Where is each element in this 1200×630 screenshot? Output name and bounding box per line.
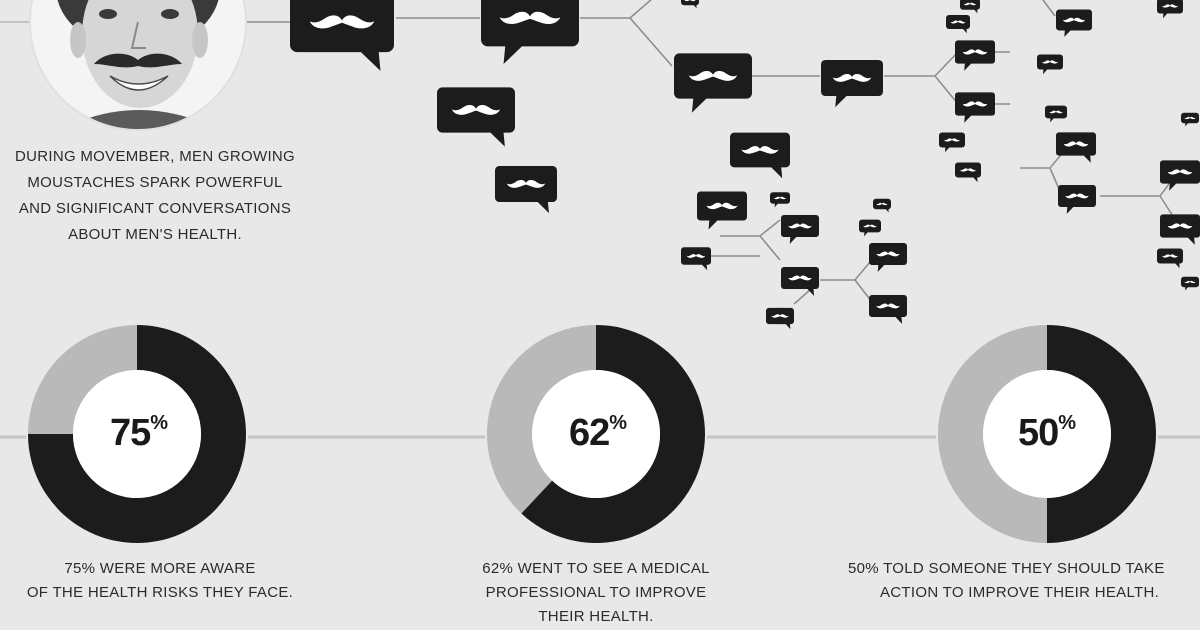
moustache-speech-bubble-icon <box>939 132 965 153</box>
moustache-speech-bubble-icon <box>869 242 907 272</box>
moustache-speech-bubble-icon <box>681 0 699 9</box>
caption-line: 50% TOLD SOMEONE THEY SHOULD TAKE <box>848 560 1165 577</box>
donut-unit: % <box>609 412 628 434</box>
moustache-speech-bubble-icon <box>437 87 515 147</box>
caption-line: 62% WENT TO SEE A MEDICAL <box>482 560 710 577</box>
intro-text: DURING MOVEMBER, MEN GROWING MOUSTACHES … <box>0 144 380 248</box>
moustache-speech-bubble-icon <box>1056 9 1092 37</box>
caption-line: ACTION TO IMPROVE THEIR HEALTH. <box>880 584 1160 601</box>
donut-hole <box>983 370 1111 498</box>
caption-medical: 62% WENT TO SEE A MEDICAL PROFESSIONAL T… <box>386 557 806 629</box>
donut-label-50: 50% <box>982 412 1112 455</box>
speech-bubbles <box>290 0 1200 330</box>
moustache-speech-bubble-icon <box>955 162 981 183</box>
moustache-speech-bubble-icon <box>1181 112 1199 127</box>
caption-told: 50% TOLD SOMEONE THEY SHOULD TAKE ACTION… <box>848 557 1200 605</box>
moustache-speech-bubble-icon <box>481 0 579 65</box>
donut-hole <box>532 370 660 498</box>
donut-charts <box>26 323 1158 545</box>
caption-aware: 75% WERE MORE AWARE OF THE HEALTH RISKS … <box>0 557 370 605</box>
moustache-speech-bubble-icon <box>697 191 747 230</box>
moustache-speech-bubble-icon <box>1056 132 1096 163</box>
moustache-speech-bubble-icon <box>766 307 794 330</box>
donut-chart <box>26 323 248 545</box>
moustache-speech-bubble-icon <box>1181 276 1199 291</box>
moustache-speech-bubble-icon <box>1157 0 1183 19</box>
moustache-speech-bubble-icon <box>869 294 907 324</box>
moustache-speech-bubble-icon <box>960 0 980 14</box>
donut-hole <box>73 370 201 498</box>
moustache-speech-bubble-icon <box>781 214 819 244</box>
portrait-icon <box>29 0 247 131</box>
donut-slice-remaining <box>486 325 596 514</box>
moustache-speech-bubble-icon <box>955 92 995 123</box>
donut-value: 75 <box>109 412 151 454</box>
moustache-speech-bubble-icon <box>955 40 995 71</box>
donut-unit: % <box>150 412 169 434</box>
donut-slice-value <box>1047 325 1156 543</box>
moustache-speech-bubble-icon <box>781 266 819 296</box>
moustache-speech-bubble-icon <box>821 60 883 108</box>
moustache-speech-bubble-icon <box>1160 214 1200 245</box>
moustache-speech-bubble-icon <box>1160 160 1200 191</box>
donut-slice-remaining <box>937 325 1047 543</box>
intro-line: MOUSTACHES SPARK POWERFUL <box>27 174 283 191</box>
caption-line: PROFESSIONAL TO IMPROVE <box>485 584 707 601</box>
donut-slice-value <box>28 325 246 543</box>
donut-chart <box>485 323 707 545</box>
donut-value: 62 <box>568 412 610 454</box>
moustache-speech-bubble-icon <box>730 132 790 179</box>
moustache-speech-bubble-icon <box>770 192 790 208</box>
donut-label-75: 75% <box>74 412 204 455</box>
moustache-speech-bubble-icon <box>674 53 752 113</box>
moustache-speech-bubble-icon <box>1045 105 1067 123</box>
donut-slice-remaining <box>28 325 137 434</box>
donut-chart <box>936 323 1158 545</box>
moustache-speech-bubble-icon <box>1058 184 1096 214</box>
caption-line: OF THE HEALTH RISKS THEY FACE. <box>26 584 294 601</box>
moustache-speech-bubble-icon <box>859 219 881 237</box>
intro-line: ABOUT MEN'S HEALTH. <box>68 226 242 243</box>
caption-line: 75% WERE MORE AWARE <box>64 560 256 577</box>
caption-line: THEIR HEALTH. <box>538 608 654 625</box>
moustache-speech-bubble-icon <box>681 247 711 271</box>
moustache-speech-bubble-icon <box>1157 248 1183 269</box>
moustache-speech-bubble-icon <box>1037 54 1063 75</box>
donut-slice-value <box>521 325 705 544</box>
moustache-speech-bubble-icon <box>290 0 394 71</box>
intro-line: DURING MOVEMBER, MEN GROWING <box>14 148 296 165</box>
donut-value: 50 <box>1017 412 1059 454</box>
moustache-speech-bubble-icon <box>873 198 891 213</box>
donut-label-62: 62% <box>533 412 663 455</box>
moustache-speech-bubble-icon <box>946 15 970 34</box>
intro-line: AND SIGNIFICANT CONVERSATIONS <box>18 200 292 217</box>
moustache-speech-bubble-icon <box>495 166 557 214</box>
donut-unit: % <box>1058 412 1077 434</box>
